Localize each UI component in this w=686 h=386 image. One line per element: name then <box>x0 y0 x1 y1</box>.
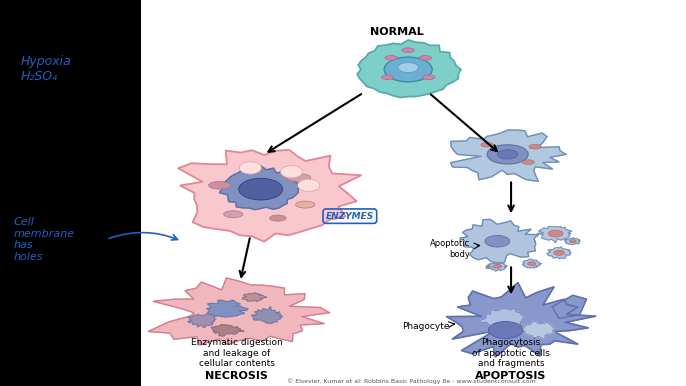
Text: Phagocytosis
of apoptotic cells
and fragments: Phagocytosis of apoptotic cells and frag… <box>472 338 550 368</box>
Ellipse shape <box>497 150 518 159</box>
Ellipse shape <box>381 75 394 80</box>
Polygon shape <box>486 262 507 271</box>
Ellipse shape <box>298 179 320 191</box>
Text: Enzymatic digestion
and leakage of
cellular contents: Enzymatic digestion and leakage of cellu… <box>191 338 283 368</box>
Polygon shape <box>148 278 329 345</box>
Ellipse shape <box>423 75 435 80</box>
Ellipse shape <box>270 215 286 221</box>
Text: Apoptotic
body: Apoptotic body <box>429 239 470 259</box>
Ellipse shape <box>488 322 523 339</box>
Ellipse shape <box>239 178 283 200</box>
Polygon shape <box>537 227 572 242</box>
Polygon shape <box>522 322 556 339</box>
Ellipse shape <box>384 57 432 82</box>
Ellipse shape <box>529 144 541 149</box>
Ellipse shape <box>485 235 510 247</box>
Ellipse shape <box>224 211 243 218</box>
Polygon shape <box>480 308 524 329</box>
Ellipse shape <box>385 56 397 60</box>
Text: Phagocyte: Phagocyte <box>402 322 449 331</box>
FancyBboxPatch shape <box>141 0 686 386</box>
Text: © Elsevier. Kumar et al: Robbins Basic Pathology 8e - www.studentconsult.com: © Elsevier. Kumar et al: Robbins Basic P… <box>287 378 536 384</box>
Polygon shape <box>460 219 539 264</box>
Polygon shape <box>447 283 595 357</box>
Text: NORMAL: NORMAL <box>370 27 424 37</box>
Ellipse shape <box>481 142 493 147</box>
Ellipse shape <box>528 262 536 266</box>
Ellipse shape <box>569 240 576 243</box>
Ellipse shape <box>419 56 431 60</box>
Ellipse shape <box>398 63 418 73</box>
Polygon shape <box>178 150 361 242</box>
Ellipse shape <box>281 166 303 178</box>
Polygon shape <box>357 40 461 98</box>
Polygon shape <box>211 325 244 336</box>
Ellipse shape <box>209 181 230 189</box>
Polygon shape <box>547 247 571 259</box>
Ellipse shape <box>522 160 534 164</box>
Polygon shape <box>188 314 216 328</box>
Polygon shape <box>220 166 300 210</box>
Polygon shape <box>565 238 580 245</box>
Text: ENZYMES: ENZYMES <box>326 212 374 221</box>
Polygon shape <box>552 295 587 318</box>
Polygon shape <box>206 300 248 317</box>
Ellipse shape <box>548 230 563 237</box>
Ellipse shape <box>296 201 315 208</box>
Text: Cell
membrane
has
holes: Cell membrane has holes <box>14 217 75 262</box>
Polygon shape <box>523 259 541 268</box>
Ellipse shape <box>487 145 528 164</box>
Ellipse shape <box>286 174 311 181</box>
Ellipse shape <box>402 48 414 52</box>
Ellipse shape <box>554 251 565 256</box>
Polygon shape <box>252 307 282 323</box>
Ellipse shape <box>239 162 261 174</box>
Ellipse shape <box>493 264 501 268</box>
Text: NECROSIS: NECROSIS <box>205 371 268 381</box>
Polygon shape <box>242 293 266 301</box>
Text: APOPTOSIS: APOPTOSIS <box>475 371 547 381</box>
Polygon shape <box>451 130 566 181</box>
Text: Hypoxia
H₂SO₄: Hypoxia H₂SO₄ <box>21 56 71 83</box>
